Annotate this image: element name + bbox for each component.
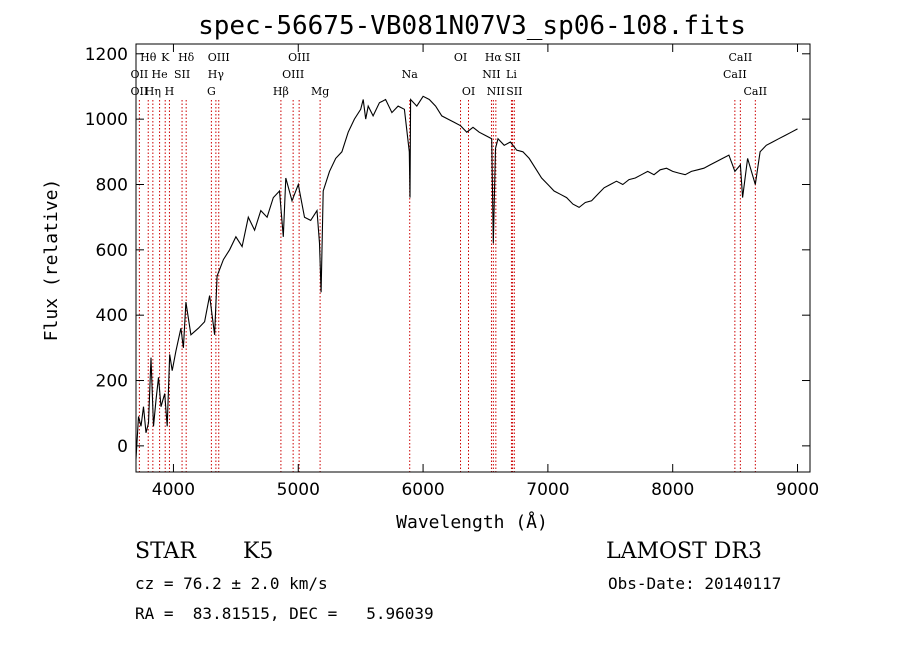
line-label-26: SII xyxy=(506,85,522,98)
y-tick-label-0: 0 xyxy=(117,437,128,457)
object-subclass: K5 xyxy=(243,539,274,564)
y-tick-label-3: 600 xyxy=(96,241,128,261)
y-axis-label: Flux (relative) xyxy=(41,179,62,342)
spectrum-line xyxy=(135,95,798,459)
line-label-11: SII xyxy=(174,68,190,81)
chart-title: spec-56675-VB081N07V3_sp06-108.fits xyxy=(198,11,746,41)
line-label-17: CaII xyxy=(723,68,747,81)
redshift-text: cz = 76.2 ± 2.0 km/s xyxy=(135,574,328,593)
line-label-8: CaII xyxy=(729,51,753,64)
line-label-12: Hγ xyxy=(208,68,225,81)
line-label-19: Hη xyxy=(145,85,161,98)
x-tick-label-0: 4000 xyxy=(152,480,195,500)
line-markers xyxy=(138,100,756,472)
x-axis: 4000 5000 6000 7000 8000 9000 xyxy=(152,44,819,500)
line-label-22: Hβ xyxy=(273,85,289,98)
x-tick-label-3: 7000 xyxy=(526,480,569,500)
line-label-5: OI xyxy=(454,51,467,64)
line-label-10: He xyxy=(152,68,168,81)
y-tick-label-6: 1200 xyxy=(85,45,128,65)
line-label-3: OIII xyxy=(208,51,230,64)
line-label-0: Hθ xyxy=(140,51,157,64)
line-label-9: OII xyxy=(131,68,149,81)
line-label-2: Hδ xyxy=(178,51,195,64)
line-label-1: K xyxy=(161,51,170,64)
line-label-18: OII xyxy=(131,85,149,98)
object-type: STAR xyxy=(135,539,196,564)
x-axis-label: Wavelength (Å) xyxy=(396,511,548,533)
line-label-4: OIII xyxy=(288,51,310,64)
y-tick-label-1: 200 xyxy=(96,372,128,392)
x-tick-label-5: 9000 xyxy=(776,480,819,500)
line-label-14: Na xyxy=(402,68,419,81)
line-label-20: H xyxy=(165,85,175,98)
line-label-23: Mg xyxy=(311,85,329,98)
x-tick-label-2: 6000 xyxy=(401,480,444,500)
y-axis: 0 200 400 600 800 1000 1200 xyxy=(85,45,810,457)
y-tick-label-4: 800 xyxy=(96,175,128,195)
line-label-16: Li xyxy=(506,68,517,81)
plot-frame xyxy=(135,43,811,473)
line-label-27: CaII xyxy=(743,85,767,98)
line-label-15: NII xyxy=(482,68,500,81)
x-tick-label-1: 5000 xyxy=(277,480,320,500)
line-label-7: SII xyxy=(504,51,520,64)
x-tick-label-4: 8000 xyxy=(651,480,694,500)
line-label-13: OIII xyxy=(282,68,304,81)
y-tick-label-5: 1000 xyxy=(85,110,128,130)
line-label-25: NII xyxy=(487,85,505,98)
survey-name: LAMOST DR3 xyxy=(606,539,762,564)
y-tick-label-2: 400 xyxy=(96,306,128,326)
line-label-6: Hα xyxy=(485,51,503,64)
line-label-21: G xyxy=(207,85,216,98)
obs-date-text: Obs-Date: 20140117 xyxy=(608,574,782,593)
line-label-24: OI xyxy=(462,85,475,98)
coordinates-text: RA = 83.81515, DEC = 5.96039 xyxy=(135,604,434,623)
